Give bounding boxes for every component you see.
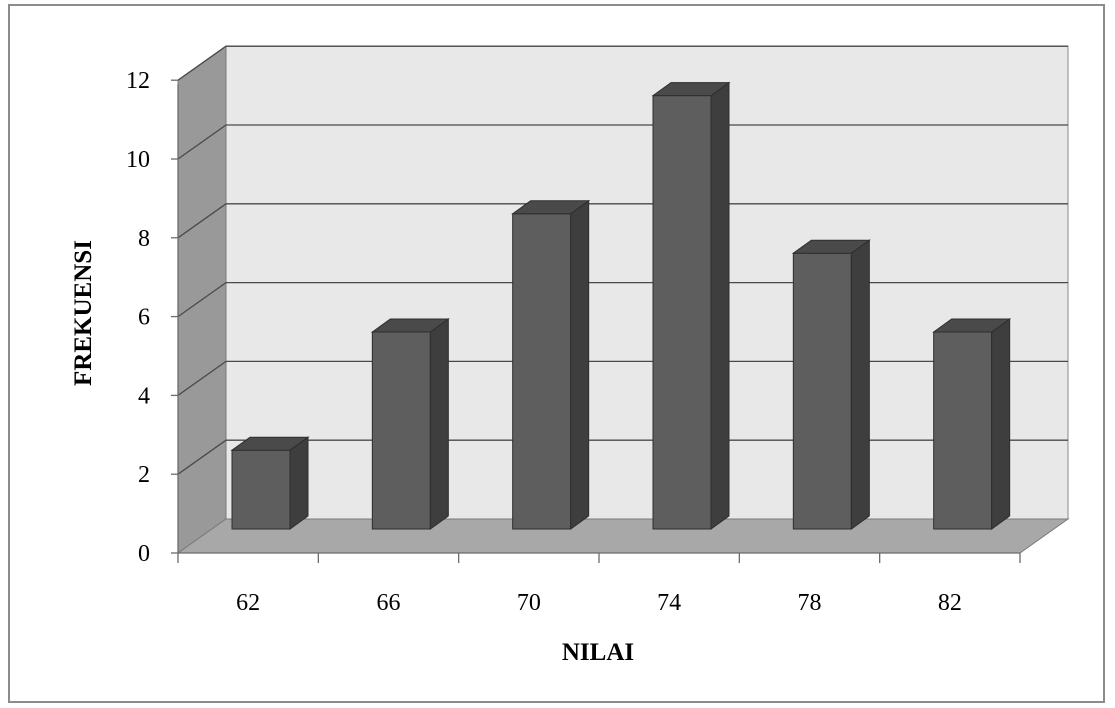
bar-front bbox=[512, 213, 572, 530]
bar-top bbox=[370, 318, 450, 333]
y-tick-labels: 0 2 4 6 8 10 12 bbox=[126, 68, 150, 567]
bar-side bbox=[429, 318, 449, 530]
gridlines bbox=[177, 45, 1068, 475]
y-tick-label: 10 bbox=[126, 147, 150, 173]
bar-side bbox=[991, 318, 1011, 530]
bar-side bbox=[710, 81, 730, 530]
y-axis-title: FREKUENSI bbox=[70, 240, 97, 386]
bar-top bbox=[230, 436, 310, 451]
y-tick-label: 2 bbox=[138, 462, 150, 488]
bar-top bbox=[791, 239, 871, 254]
x-tick-label: 78 bbox=[798, 590, 822, 616]
bar-side bbox=[850, 239, 870, 530]
bar-side bbox=[570, 199, 590, 530]
bar-side bbox=[289, 436, 309, 530]
bar bbox=[370, 318, 450, 530]
x-tick-label: 74 bbox=[657, 590, 681, 616]
x-tick-label: 66 bbox=[377, 590, 401, 616]
bar bbox=[791, 239, 871, 530]
bar-front bbox=[231, 449, 291, 530]
bar bbox=[230, 436, 310, 530]
y-tick-label: 12 bbox=[126, 68, 150, 94]
gridline bbox=[177, 45, 1068, 81]
bar-front bbox=[652, 95, 712, 530]
bar-front bbox=[371, 331, 431, 530]
y-tick-label: 8 bbox=[138, 226, 150, 252]
x-tick-label: 82 bbox=[938, 590, 962, 616]
gridline bbox=[177, 203, 1068, 239]
x-tick-labels: 62 66 70 74 78 82 bbox=[236, 590, 962, 616]
gridline bbox=[177, 439, 1068, 475]
bar-top bbox=[511, 200, 591, 215]
y-tick-label: 6 bbox=[138, 305, 150, 331]
gridline bbox=[177, 281, 1068, 318]
bar-top bbox=[651, 82, 731, 97]
bar-top bbox=[932, 318, 1012, 333]
bar bbox=[651, 81, 731, 530]
bar bbox=[511, 199, 591, 530]
bar-front bbox=[933, 331, 993, 530]
x-tick-label: 62 bbox=[236, 590, 260, 616]
bar-front bbox=[792, 252, 852, 530]
x-axis-title: NILAI bbox=[562, 639, 634, 666]
bars bbox=[230, 81, 1012, 530]
gridline bbox=[177, 360, 1068, 396]
y-tick-label: 0 bbox=[138, 541, 150, 567]
axes bbox=[171, 79, 1021, 563]
gridline bbox=[177, 124, 1068, 160]
bar bbox=[932, 318, 1012, 530]
x-tick-label: 70 bbox=[517, 590, 541, 616]
y-tick-label: 4 bbox=[138, 383, 150, 409]
